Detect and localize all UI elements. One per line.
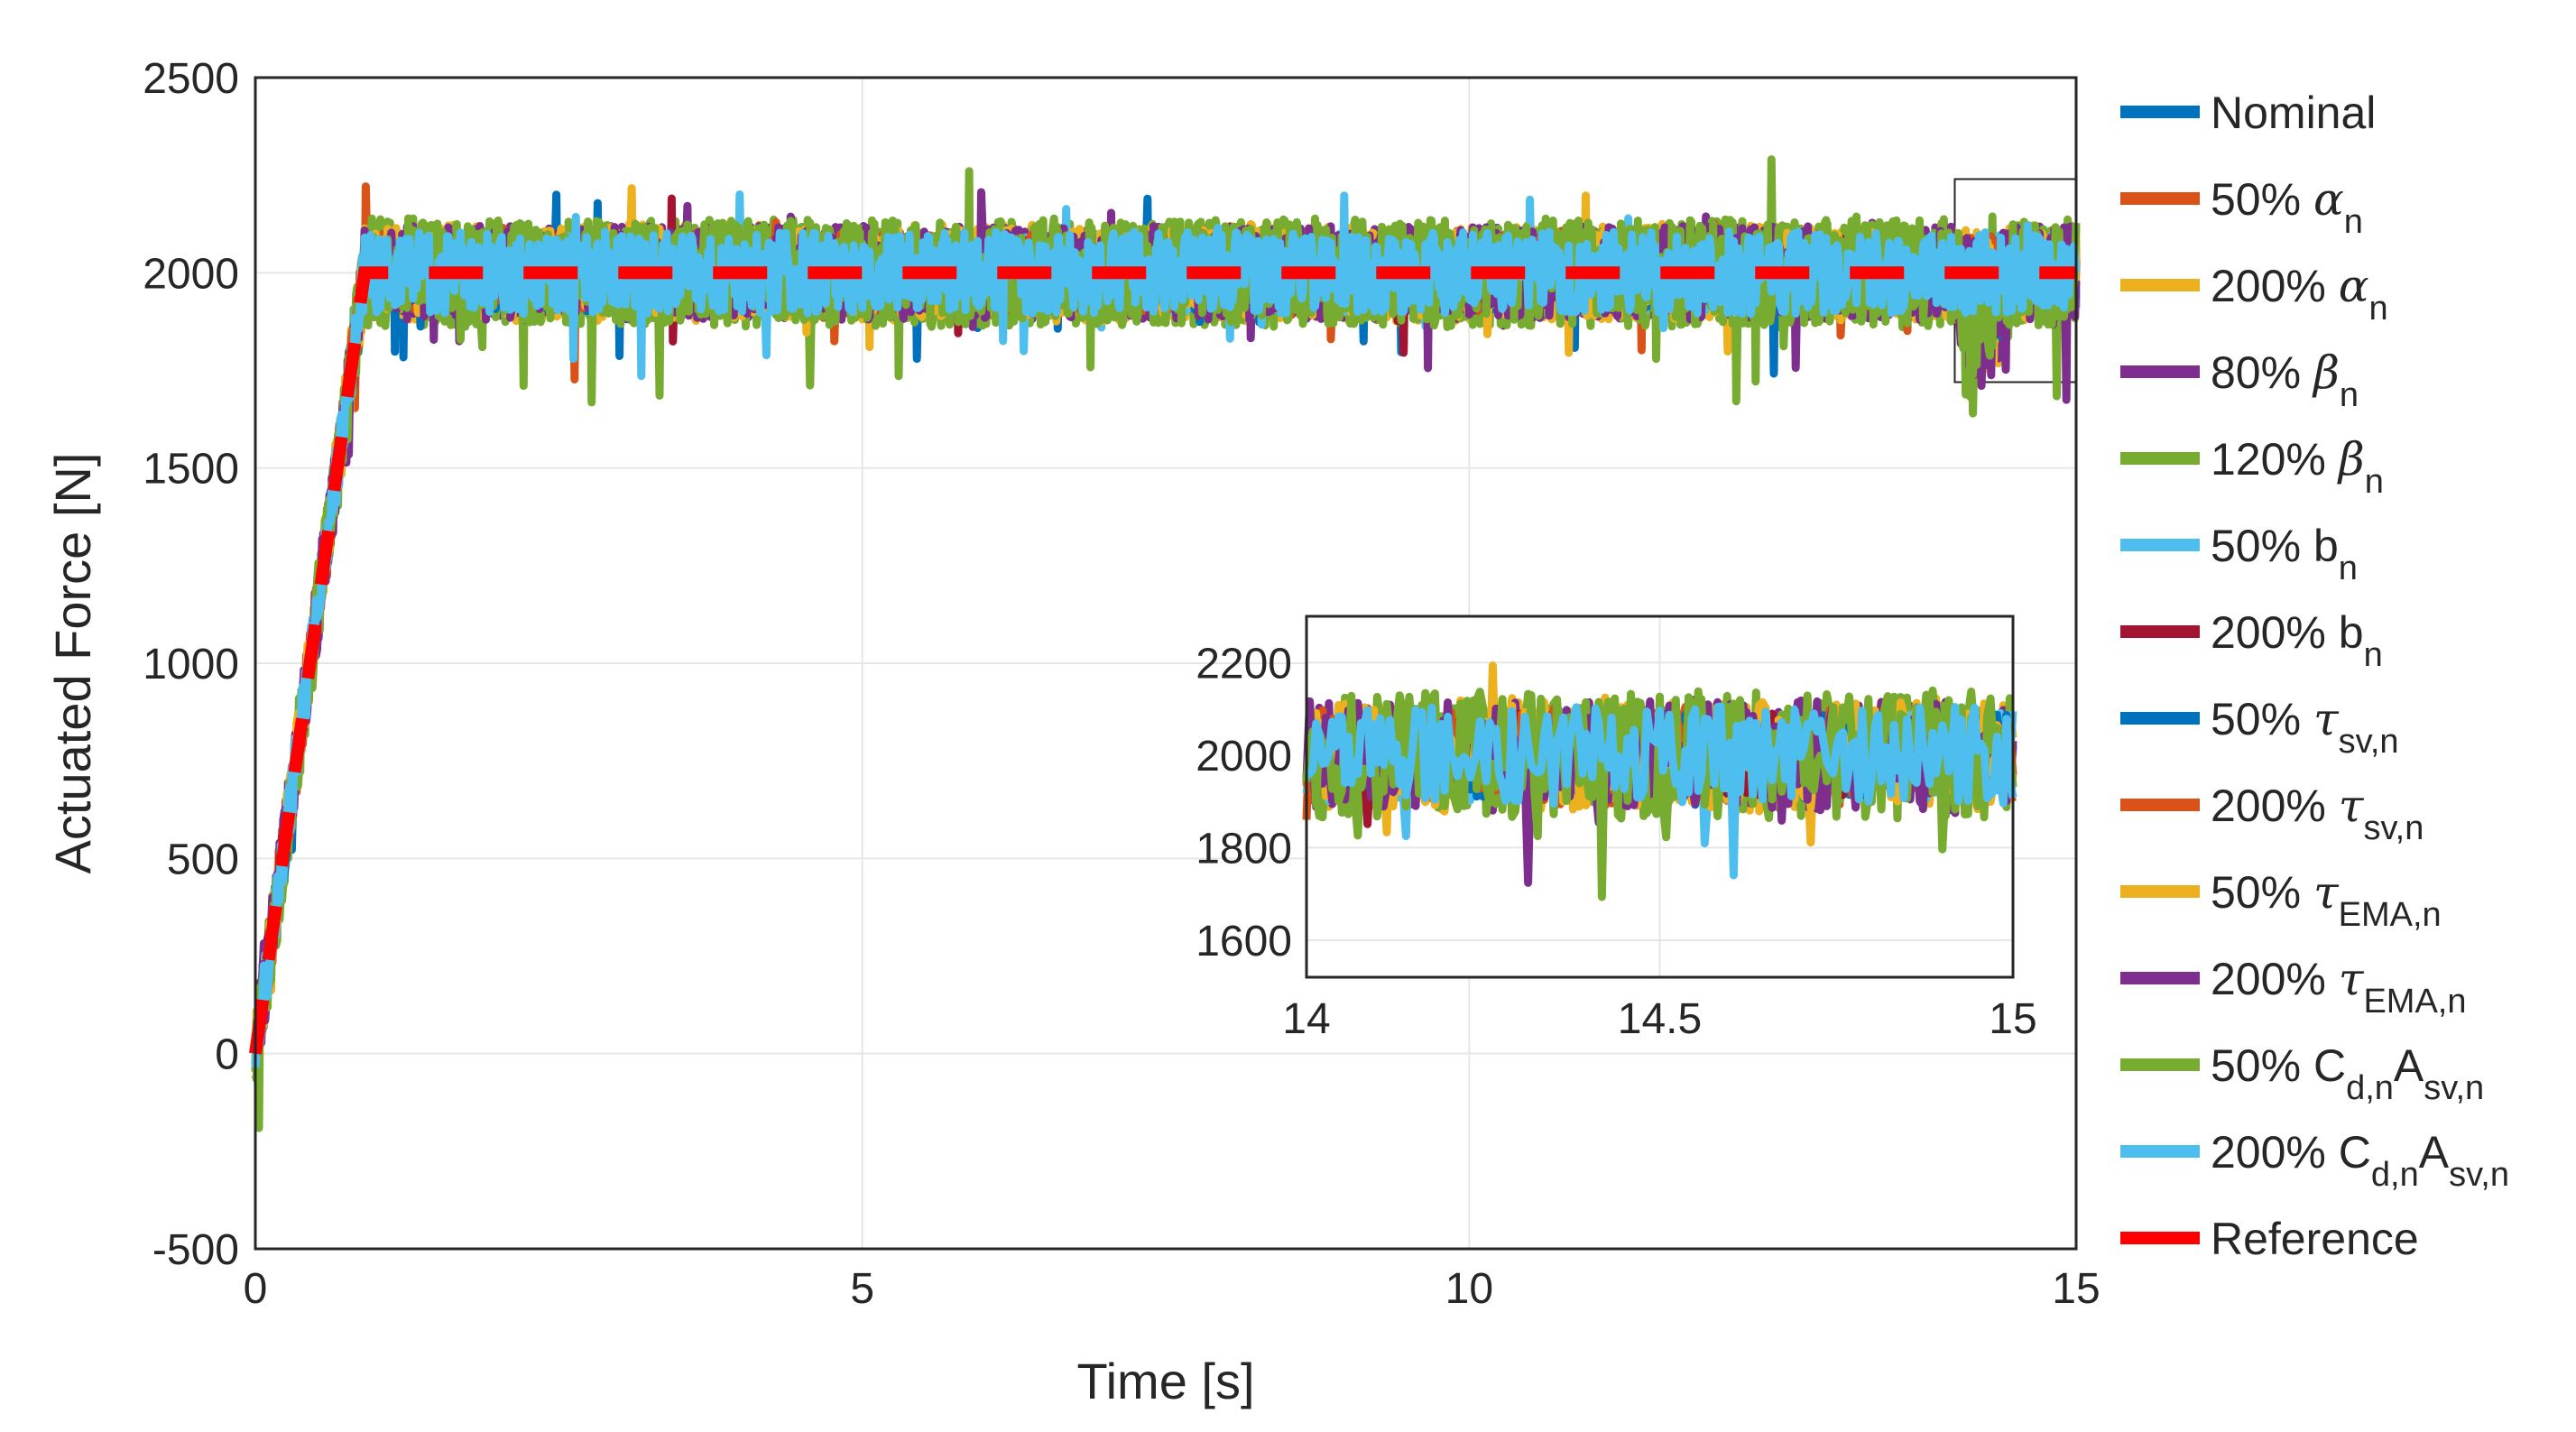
main-series-group [249,155,2081,1132]
y-tick-label-5: 2000 [143,250,239,298]
legend-entry-5: 50% bn [2120,521,2358,587]
legend-entry-7: 50% τsv,n [2120,693,2399,761]
legend-label-12: 200% Cd,nAsv,n [2211,1127,2509,1194]
inset-series-line-12 [1304,702,2017,880]
legend-entry-4: 120% βn [2120,433,2384,501]
legend-entry-0: Nominal [2120,88,2376,138]
y-tick-label-1: 0 [215,1031,239,1079]
legend-label-10: 200% τEMA,n [2211,953,2467,1021]
inset-y-tick-label-2: 2000 [1196,733,1292,781]
legend-entry-9: 50% τEMA,n [2120,866,2442,934]
inset-ticks: 14 14.5 15 1600 1800 2000 2200 [1196,640,2036,1043]
legend-label-0: Nominal [2211,88,2376,138]
legend-label-6: 200% bn [2211,607,2383,674]
inset-series-group [1302,661,2017,901]
x-axis-label: Time [s] [1076,1353,1254,1409]
legend-label-7: 50% τsv,n [2211,693,2399,761]
legend-entry-1: 50% αn [2120,173,2363,241]
legend-label-3: 80% βn [2211,346,2359,414]
legend-entry-2: 200% αn [2120,260,2388,328]
legend-label-8: 200% τsv,n [2211,780,2424,847]
inset-y-tick-label-0: 1600 [1196,918,1292,965]
legend: Nominal 50% αn 200% αn 80% βn 120% βn 50% bn 2… [2120,88,2509,1264]
x-tick-label-3: 15 [2052,1265,2100,1313]
series-line-reference [249,266,2076,1055]
x-tick-label-2: 10 [1445,1265,1493,1313]
legend-label-13: Reference [2211,1214,2419,1264]
inset-y-tick-label-3: 2200 [1196,640,1292,688]
legend-entry-11: 50% Cd,nAsv,n [2120,1040,2484,1107]
legend-entry-3: 80% βn [2120,346,2359,414]
legend-label-4: 120% βn [2211,433,2384,501]
y-tick-label-0: -500 [152,1226,239,1274]
y-tick-label-3: 1000 [143,641,239,688]
x-tick-label-0: 0 [244,1265,268,1313]
main-axes-frame [254,76,2078,1251]
legend-label-2: 200% αn [2211,260,2388,328]
inset-x-tick-label-1: 14.5 [1618,995,1702,1043]
legend-label-1: 50% αn [2211,173,2363,241]
inset-y-tick-label-1: 1800 [1196,825,1292,873]
legend-label-5: 50% bn [2211,521,2358,587]
legend-entry-10: 200% τEMA,n [2120,953,2467,1021]
x-tick-label-1: 5 [850,1265,874,1313]
inset-x-tick-label-2: 15 [1989,995,2036,1043]
y-tick-label-4: 1500 [143,446,239,494]
y-tick-label-6: 2500 [143,55,239,103]
y-axis-label: Actuated Force [N] [44,453,101,874]
inset-axes-frame [1305,614,2015,979]
legend-entry-6: 200% bn [2120,607,2383,674]
inset-x-tick-label-0: 14 [1282,995,1330,1043]
legend-entry-13: Reference [2120,1214,2419,1264]
legend-entry-12: 200% Cd,nAsv,n [2120,1127,2509,1194]
legend-label-11: 50% Cd,nAsv,n [2211,1040,2484,1107]
y-tick-label-2: 500 [167,836,239,883]
legend-label-9: 50% τEMA,n [2211,866,2442,934]
legend-entry-8: 200% τsv,n [2120,780,2424,847]
